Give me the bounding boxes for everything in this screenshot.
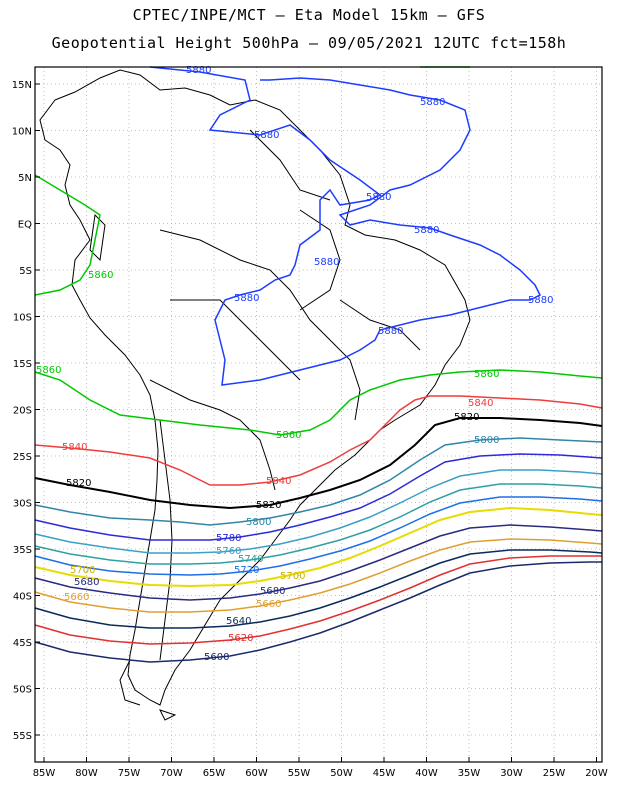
lat-label: 40S bbox=[13, 592, 32, 603]
title-line-2: Geopotential Height 500hPa – 09/05/2021 … bbox=[51, 34, 567, 52]
lat-label: 5N bbox=[18, 173, 32, 184]
label-5880: 5880 bbox=[186, 65, 211, 76]
lat-label: 30S bbox=[13, 499, 32, 510]
label-5880: 5880 bbox=[314, 257, 339, 268]
lat-label: EQ bbox=[18, 220, 32, 231]
lon-label: 35W bbox=[458, 768, 481, 779]
label-5680: 5680 bbox=[260, 586, 285, 597]
latitude-labels: 15N 10N 5N EQ 5S 10S 15S 20S 25S 30S 35S 40S 45S 50S 5… bbox=[12, 80, 40, 742]
label-5860: 5860 bbox=[36, 365, 61, 376]
title-line-1: CPTEC/INPE/MCT – Eta Model 15km – GFS bbox=[132, 6, 486, 24]
lon-label: 25W bbox=[543, 768, 566, 779]
lat-label: 15N bbox=[12, 80, 32, 91]
contour-5820 bbox=[34, 417, 603, 510]
map-frame bbox=[34, 66, 603, 763]
label-5780: 5780 bbox=[216, 533, 241, 544]
lon-label: 75W bbox=[118, 768, 141, 779]
lon-label: 80W bbox=[75, 768, 98, 779]
label-5880: 5880 bbox=[528, 295, 553, 306]
lon-label: 60W bbox=[245, 768, 268, 779]
label-5700: 5700 bbox=[280, 571, 305, 582]
label-5880: 5880 bbox=[254, 130, 279, 141]
lat-label: 10S bbox=[13, 313, 32, 324]
label-5600: 5600 bbox=[204, 652, 229, 663]
lat-label: 25S bbox=[13, 452, 32, 463]
label-5660: 5660 bbox=[64, 592, 89, 603]
contour-5780 bbox=[34, 453, 603, 541]
contour-5620 bbox=[34, 555, 602, 645]
lon-label: 65W bbox=[203, 768, 226, 779]
lat-label: 35S bbox=[13, 545, 32, 556]
lon-label: 20W bbox=[585, 768, 608, 779]
label-5740: 5740 bbox=[238, 554, 263, 565]
contour-5860-south bbox=[34, 369, 603, 436]
longitude-labels: 85W 80W 75W 70W 65W 60W 55W 50W 45W 40W 35W 30W 25W 2… bbox=[33, 757, 608, 779]
contour-5880-north bbox=[149, 66, 542, 386]
lon-label: 55W bbox=[288, 768, 311, 779]
label-5760: 5760 bbox=[216, 546, 241, 557]
label-5640: 5640 bbox=[226, 616, 251, 627]
contour-5660 bbox=[34, 538, 603, 613]
lat-label: 55S bbox=[13, 731, 32, 742]
contour-5700 bbox=[34, 506, 603, 588]
label-5880: 5880 bbox=[366, 192, 391, 203]
lat-label: 15S bbox=[13, 359, 32, 370]
label-5840: 5840 bbox=[468, 398, 493, 409]
label-5820: 5820 bbox=[66, 478, 91, 489]
label-5840: 5840 bbox=[62, 442, 87, 453]
lon-label: 85W bbox=[33, 768, 56, 779]
contour-labels: 5880 5880 5880 5880 5880 5880 5880 5880 … bbox=[36, 65, 553, 663]
label-5860: 5860 bbox=[474, 369, 499, 380]
lon-label: 40W bbox=[415, 768, 438, 779]
contour-lines bbox=[34, 66, 603, 663]
contour-5760 bbox=[34, 469, 603, 554]
label-5700: 5700 bbox=[70, 565, 95, 576]
lon-label: 70W bbox=[160, 768, 183, 779]
label-5880: 5880 bbox=[414, 225, 439, 236]
graticule bbox=[35, 67, 602, 762]
lon-label: 30W bbox=[500, 768, 523, 779]
lat-label: 20S bbox=[13, 406, 32, 417]
label-5620: 5620 bbox=[228, 633, 253, 644]
lat-label: 45S bbox=[13, 638, 32, 649]
lat-label: 10N bbox=[12, 127, 32, 138]
label-5820: 5820 bbox=[256, 500, 281, 511]
contour-5720 bbox=[34, 496, 603, 576]
label-5800: 5800 bbox=[474, 435, 499, 446]
contour-5860-north bbox=[34, 174, 101, 296]
lat-label: 5S bbox=[19, 266, 32, 277]
label-5800: 5800 bbox=[246, 517, 271, 528]
lat-label: 50S bbox=[13, 685, 32, 696]
label-5820: 5820 bbox=[454, 412, 479, 423]
contour-5740 bbox=[34, 483, 603, 565]
label-5860: 5860 bbox=[276, 430, 301, 441]
label-5840: 5840 bbox=[266, 476, 291, 487]
label-5880: 5880 bbox=[420, 97, 445, 108]
contour-5840 bbox=[34, 395, 603, 486]
contour-5680 bbox=[34, 524, 603, 601]
lon-label: 50W bbox=[330, 768, 353, 779]
contour-5600 bbox=[34, 561, 602, 663]
label-5880: 5880 bbox=[378, 326, 403, 337]
lon-label: 45W bbox=[373, 768, 396, 779]
label-5880: 5880 bbox=[234, 293, 259, 304]
label-5660: 5660 bbox=[256, 599, 281, 610]
contour-5800 bbox=[34, 437, 603, 526]
label-5680: 5680 bbox=[74, 577, 99, 588]
label-5860: 5860 bbox=[88, 270, 113, 281]
label-5720: 5720 bbox=[234, 565, 259, 576]
contour-5640 bbox=[34, 549, 603, 629]
